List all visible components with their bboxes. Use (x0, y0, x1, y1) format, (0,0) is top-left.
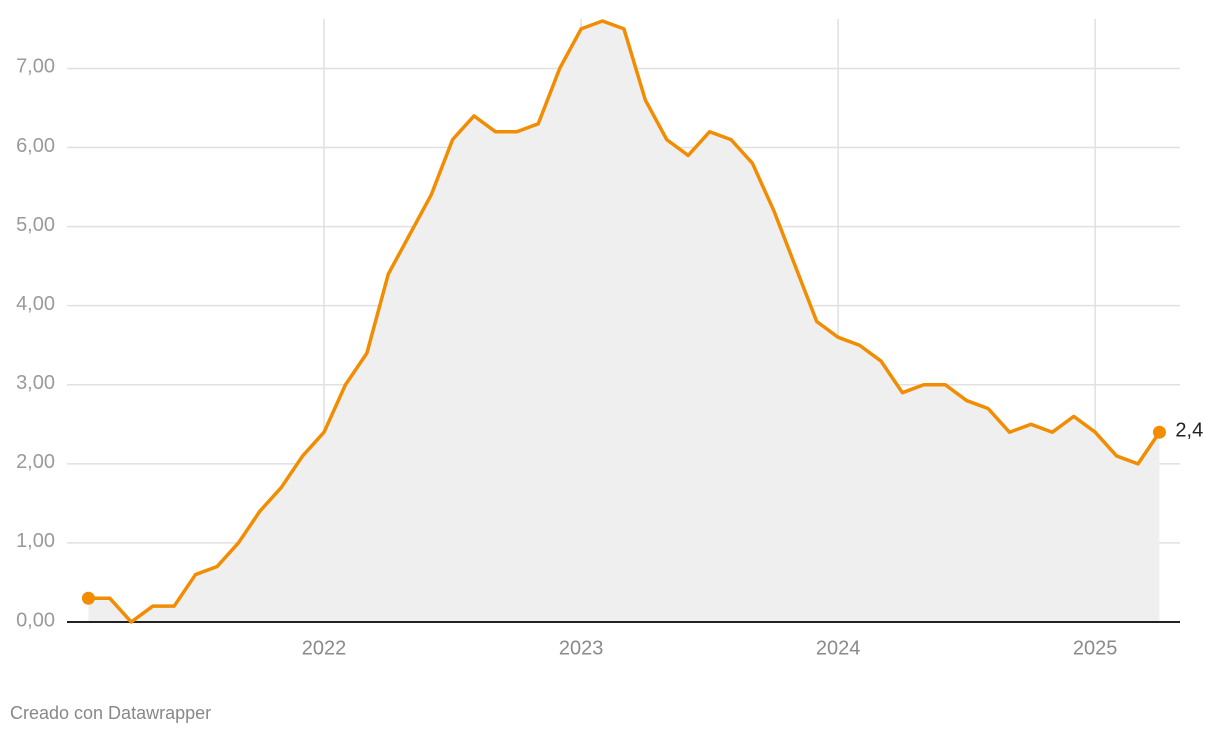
x-tick-label: 2022 (302, 637, 347, 659)
y-tick-label: 3,00 (16, 372, 55, 394)
x-tick-label: 2023 (559, 637, 604, 659)
x-tick-label: 2024 (816, 637, 861, 659)
value-label: 2,4 (1175, 419, 1203, 441)
y-tick-label: 4,00 (16, 293, 55, 315)
end-dot (81, 591, 95, 605)
end-dot (1152, 425, 1166, 439)
y-tick-label: 1,00 (16, 530, 55, 552)
x-tick-label: 2025 (1073, 637, 1118, 659)
y-tick-label: 0,00 (16, 609, 55, 631)
y-tick-label: 7,00 (16, 56, 55, 78)
area (88, 21, 1160, 622)
footer: Creado con Datawrapper (10, 703, 211, 723)
y-tick-label: 5,00 (16, 214, 55, 236)
y-tick-label: 6,00 (16, 135, 55, 157)
y-tick-label: 2,00 (16, 451, 55, 473)
line (88, 19, 1161, 624)
